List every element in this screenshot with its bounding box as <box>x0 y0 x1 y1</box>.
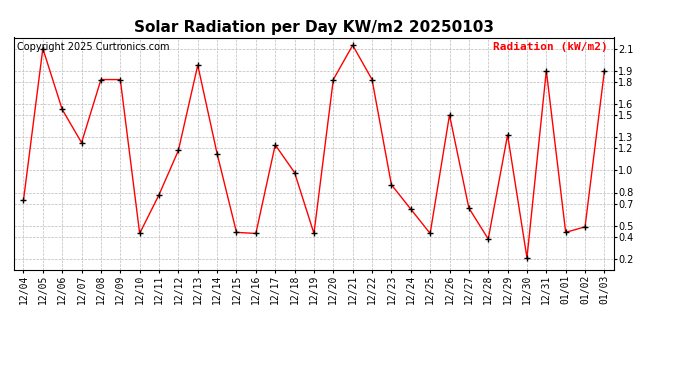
Title: Solar Radiation per Day KW/m2 20250103: Solar Radiation per Day KW/m2 20250103 <box>134 20 494 35</box>
Text: Radiation (kW/m2): Radiation (kW/m2) <box>493 42 608 52</box>
Text: Copyright 2025 Curtronics.com: Copyright 2025 Curtronics.com <box>17 42 169 52</box>
